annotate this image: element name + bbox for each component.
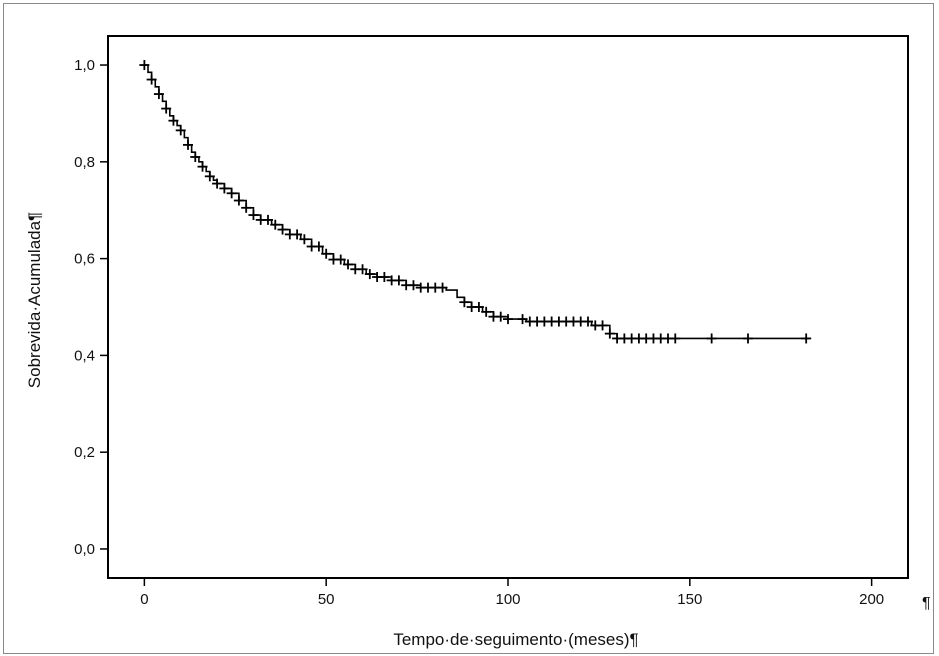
censor-mark	[183, 139, 193, 150]
x-tick-label: 100	[495, 591, 520, 608]
censor-marks	[139, 60, 812, 344]
censor-mark	[292, 229, 303, 240]
censor-mark	[481, 306, 492, 317]
y-tick-label: 0,2	[74, 444, 95, 461]
censor-mark	[604, 328, 615, 339]
censor-mark	[357, 264, 368, 275]
censor-mark	[343, 259, 353, 270]
x-tick-label: 50	[318, 591, 335, 608]
x-axis-title: Tempo·de·seguimento·(meses)¶	[393, 630, 638, 649]
series-layer	[144, 64, 810, 340]
y-axis: 0,0 0,2 0,4 0,6 0,8 1,0	[74, 57, 108, 558]
censor-mark	[670, 333, 681, 344]
x-axis: 0 50 100 150 200	[140, 578, 884, 608]
censor-mark	[197, 161, 208, 172]
censor-mark	[503, 314, 513, 325]
y-tick-label: 1,0	[74, 57, 95, 74]
censor-mark	[473, 302, 484, 312]
censor-mark	[408, 280, 419, 291]
censor-mark	[364, 269, 375, 280]
censor-mark	[175, 125, 186, 136]
figure-frame	[3, 3, 934, 654]
censor-mark	[219, 183, 230, 194]
censor-mark	[139, 60, 150, 71]
y-axis-title: Sobrevida·Acumulada¶	[25, 212, 44, 388]
plot-area	[107, 35, 909, 579]
censor-mark	[233, 195, 244, 206]
stray-pilcrow-mark: ¶	[922, 595, 931, 612]
censor-mark	[270, 219, 281, 230]
censor-mark	[241, 202, 252, 213]
censor-mark	[161, 103, 172, 114]
censor-mark	[168, 115, 179, 126]
censor-mark	[393, 275, 404, 286]
x-tick-label: 200	[859, 591, 884, 608]
censor-mark	[299, 234, 310, 245]
censor-mark	[743, 333, 753, 344]
y-tick-label: 0,4	[74, 347, 95, 364]
censor-mark	[801, 333, 812, 344]
censor-mark	[583, 316, 593, 327]
censor-mark	[263, 214, 273, 225]
censor-mark	[313, 241, 324, 252]
censor-mark	[321, 248, 332, 259]
censor-mark	[226, 188, 237, 199]
censor-mark	[248, 210, 259, 221]
x-tick-label: 150	[677, 591, 702, 608]
censor-mark	[379, 271, 390, 282]
censor-mark	[706, 333, 717, 344]
y-tick-label: 0,6	[74, 251, 95, 268]
censor-mark	[146, 74, 157, 85]
censor-mark	[204, 171, 215, 182]
censor-mark	[277, 224, 288, 235]
censor-mark	[459, 297, 470, 308]
y-tick-label: 0,0	[74, 541, 95, 558]
y-tick-label: 0,8	[74, 154, 95, 171]
censor-mark	[190, 151, 201, 162]
censor-mark	[495, 311, 506, 322]
censor-mark	[597, 320, 608, 331]
survival-step-line	[144, 64, 810, 340]
x-tick-label: 0	[140, 591, 148, 608]
censor-mark	[437, 282, 448, 293]
censor-mark	[153, 89, 164, 100]
censor-mark	[335, 254, 346, 265]
censor-mark	[517, 314, 528, 325]
censor-mark	[212, 178, 223, 189]
